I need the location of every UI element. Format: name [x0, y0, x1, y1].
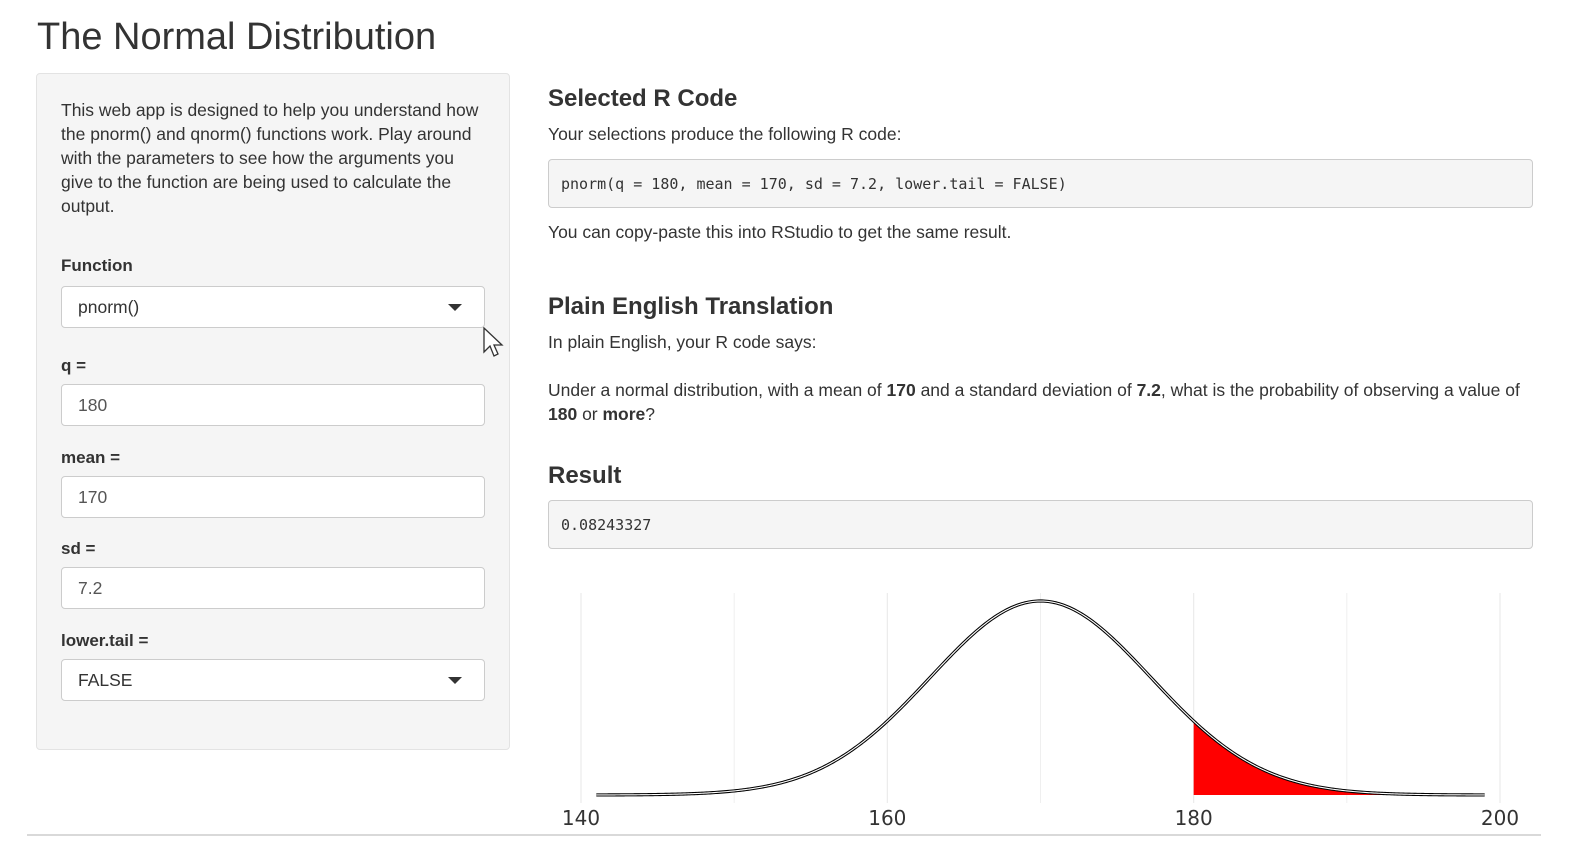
q-input-value: 180 — [78, 394, 108, 415]
lower-tail-label: lower.tail = — [61, 631, 149, 650]
normal-distribution-chart: 140 160 180 200 — [562, 593, 1519, 830]
translation-q: 180 — [548, 404, 578, 424]
lower-tail-select-value: FALSE — [78, 669, 133, 690]
divider — [27, 834, 1541, 836]
translation-intro: In plain English, your R code says: — [548, 332, 817, 352]
function-label: Function — [61, 256, 133, 275]
x-tick-label: 160 — [868, 806, 906, 830]
sidebar-panel: This web app is designed to help you und… — [36, 73, 510, 750]
q-input[interactable]: 180 — [61, 384, 485, 426]
translation-text: Under a normal distribution, with a mean… — [548, 380, 1520, 424]
code-heading: Selected R Code — [548, 85, 738, 112]
x-tick-label: 140 — [562, 806, 600, 830]
mean-input[interactable]: 170 — [61, 476, 485, 518]
mean-input-value: 170 — [78, 486, 108, 507]
translation-mean: 170 — [886, 380, 916, 400]
mouse-cursor-icon — [483, 327, 504, 357]
x-tick-label: 200 — [1481, 806, 1519, 830]
caret-down-icon — [448, 304, 462, 311]
function-select-value: pnorm() — [78, 296, 140, 317]
translation-direction: more — [602, 404, 646, 424]
function-select[interactable]: pnorm() — [61, 286, 485, 328]
page-title: The Normal Distribution — [37, 16, 437, 58]
code-note: You can copy-paste this into RStudio to … — [548, 222, 1012, 242]
sd-input-value: 7.2 — [78, 577, 103, 598]
result-block[interactable]: 0.08243327 — [548, 500, 1533, 549]
sd-input[interactable]: 7.2 — [61, 567, 485, 609]
r-code-block[interactable]: pnorm(q = 180, mean = 170, sd = 7.2, low… — [548, 159, 1533, 208]
intro-text: This web app is designed to help you und… — [61, 100, 479, 216]
mean-label: mean = — [61, 448, 121, 467]
lower-tail-select[interactable]: FALSE — [61, 659, 485, 701]
sd-label: sd = — [61, 539, 96, 558]
shaded-tail-area — [1193, 721, 1485, 795]
caret-down-icon — [448, 677, 462, 684]
density-curve — [596, 600, 1485, 796]
translation-heading: Plain English Translation — [548, 293, 834, 320]
code-intro: Your selections produce the following R … — [548, 124, 902, 144]
translation-sd: 7.2 — [1136, 380, 1161, 400]
x-tick-label: 180 — [1175, 806, 1213, 830]
result-heading: Result — [548, 462, 622, 489]
q-label: q = — [61, 356, 87, 375]
